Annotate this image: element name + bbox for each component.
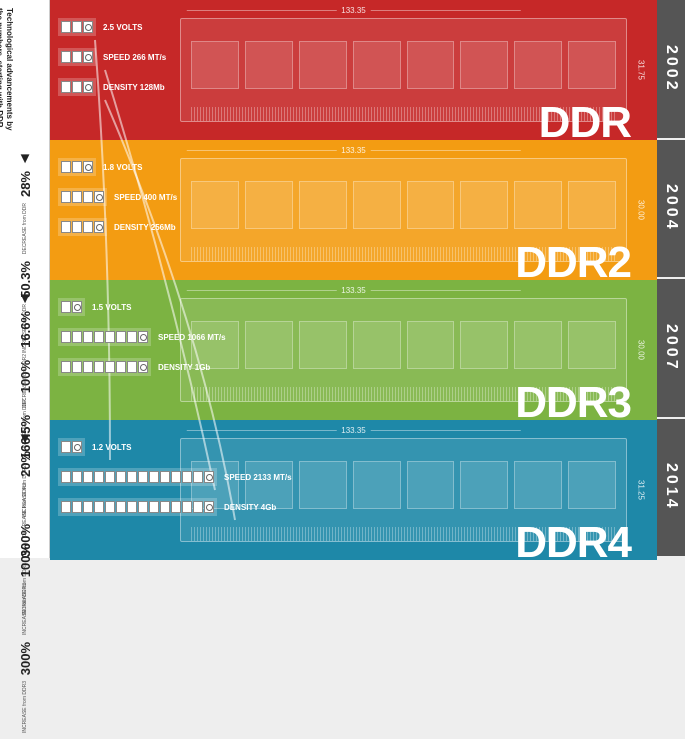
gen-name: DDR3 — [515, 378, 631, 420]
gen-name: DDR2 — [515, 238, 631, 280]
density-label: DENSITY 256Mb — [114, 223, 176, 232]
year-column: 2002200420072014 — [657, 0, 685, 558]
width-dim: 133.35 — [341, 426, 365, 435]
arrow-down-icon: ▼ — [0, 430, 50, 447]
stat-pct: 28% — [18, 171, 33, 197]
stat-sub: DECREASE from DDR2 — [23, 354, 28, 408]
stat-group: ▼ 20% DECREASE from DDR3 100% INCREASE from … — [0, 430, 50, 739]
speed-label: SPEED 400 MT/s — [114, 193, 177, 202]
stat-pct: 300% — [18, 642, 33, 675]
stat-sub: DECREASE from DDR3 — [23, 483, 28, 537]
stat-sub: DECREASE from DDR — [23, 203, 28, 254]
stat-sub: INCREASE from DDR3 — [23, 583, 28, 635]
height-dim: 30.00 — [636, 340, 645, 360]
year-2004: 2004 — [657, 140, 685, 280]
intro-text: Technological advancements by the number… — [0, 8, 14, 138]
left-sidebar: Technological advancements by the number… — [0, 0, 50, 558]
width-dim: 133.35 — [341, 286, 365, 295]
year-2007: 2007 — [657, 279, 685, 419]
specs: 1.5 VOLTS SPEED 1066 MT/s DENSITY 1Gb — [50, 298, 250, 388]
speed-label: SPEED 266 MT/s — [103, 53, 166, 62]
arrow-down-icon: ▼ — [0, 150, 50, 167]
main-panels: 133.35 31.75 2.5 VOLTS SPEED 266 MT/s DENSIT… — [50, 0, 657, 558]
specs: 1.2 VOLTSSPEED 2133 MT/sDENSITY 4Gb — [50, 438, 250, 528]
height-dim: 31.25 — [636, 480, 645, 500]
height-dim: 30.00 — [636, 200, 645, 220]
stat-sub: INCREASE from DDR3 — [23, 681, 28, 733]
panel-ddr2: 133.35 30.00 1.8 VOLTS SPEED 400 MT/s DENSIT… — [50, 140, 657, 280]
stat-pct: 100% — [18, 544, 33, 577]
height-dim: 31.75 — [636, 60, 645, 80]
width-dim: 133.35 — [341, 6, 365, 15]
panel-ddr4: 133.3531.251.2 VOLTSSPEED 2133 MT/sDENSI… — [50, 420, 657, 560]
speed-label: SPEED 1066 MT/s — [158, 333, 226, 342]
density-label: DENSITY 4Gb — [224, 503, 276, 512]
density-label: DENSITY 128Mb — [103, 83, 165, 92]
year-2002: 2002 — [657, 0, 685, 140]
year-2014: 2014 — [657, 419, 685, 559]
specs: 2.5 VOLTS SPEED 266 MT/s DENSITY 128Mb — [50, 18, 250, 108]
panel-ddr: 133.35 31.75 2.5 VOLTS SPEED 266 MT/s DENSIT… — [50, 0, 657, 140]
width-dim: 133.35 — [341, 146, 365, 155]
volts-label: 1.5 VOLTS — [92, 303, 131, 312]
stat-pct: 16.6% — [18, 311, 33, 348]
gen-name: DDR — [539, 98, 631, 140]
arrow-down-icon: ▼ — [0, 290, 50, 307]
volts-label: 1.8 VOLTS — [103, 163, 142, 172]
speed-label: SPEED 2133 MT/s — [224, 473, 292, 482]
density-label: DENSITY 1Gb — [158, 363, 210, 372]
stat-pct: 20% — [18, 451, 33, 477]
volts-label: 2.5 VOLTS — [103, 23, 142, 32]
panel-ddr3: 133.35 30.00 1.5 VOLTS SPEED 1066 MT/s DENSI… — [50, 280, 657, 420]
specs: 1.8 VOLTS SPEED 400 MT/s DENSITY 256Mb — [50, 158, 250, 248]
volts-label: 1.2 VOLTS — [92, 443, 131, 452]
gen-name: DDR4 — [515, 518, 631, 560]
